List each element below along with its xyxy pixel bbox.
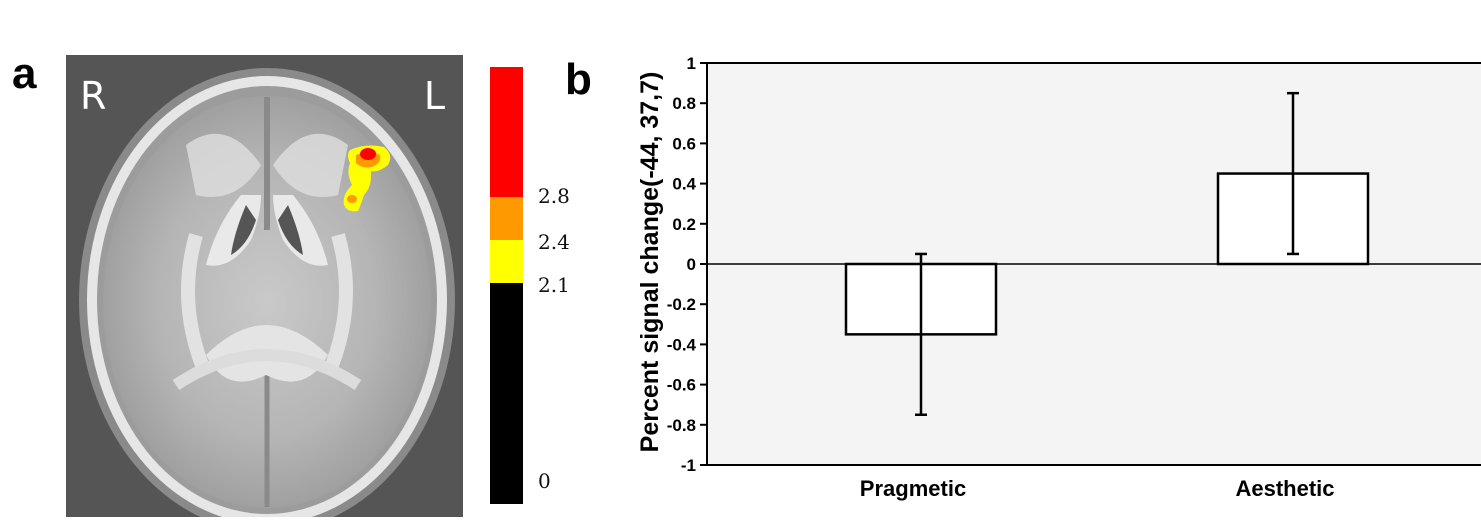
brain-slice-image: R L bbox=[66, 55, 463, 517]
y-axis-label: Percent signal change(-44, 37,7) bbox=[636, 72, 664, 453]
y-tick-label: 0.4 bbox=[672, 175, 696, 194]
panel-label-b: b bbox=[565, 55, 592, 104]
ventricle-right bbox=[231, 205, 256, 255]
y-tick-label: -1 bbox=[681, 456, 696, 475]
colorbar-tick-label: 0 bbox=[538, 469, 551, 493]
y-tick-label: -0.2 bbox=[667, 295, 696, 314]
y-tick-label: -0.4 bbox=[667, 335, 697, 354]
y-tick-label: 0.6 bbox=[672, 134, 696, 153]
category-label-aesthetic: Aesthetic bbox=[1235, 476, 1334, 501]
colorbar-tick-label: 2.1 bbox=[538, 273, 570, 297]
y-tick-label: 1 bbox=[687, 54, 696, 73]
ventricle-left bbox=[278, 205, 303, 255]
y-tick-label: -0.6 bbox=[667, 376, 696, 395]
colorbar-segment-black bbox=[490, 283, 523, 504]
activation-cluster bbox=[343, 145, 391, 212]
y-tick-label: 0.8 bbox=[672, 94, 696, 113]
orientation-label-left: L bbox=[423, 74, 445, 118]
y-tick-label: 0 bbox=[687, 255, 696, 274]
color-scale-bar bbox=[490, 67, 523, 504]
colorbar-tick-label: 2.8 bbox=[538, 184, 570, 208]
y-tick-label: 0.2 bbox=[672, 215, 696, 234]
category-label-pragmetic: Pragmetic bbox=[860, 476, 966, 501]
colorbar-segment-red bbox=[490, 67, 523, 197]
colorbar-segment-orange bbox=[490, 197, 523, 240]
bar-chart: 1 0.8 0.6 0.4 0.2 0 -0.2 -0.4 -0.6 -0.8 -1 Percent … bbox=[636, 54, 1481, 501]
colorbar-tick-label: 2.4 bbox=[538, 230, 570, 254]
panel-label-a: a bbox=[12, 49, 37, 98]
orientation-label-right: R bbox=[80, 74, 107, 118]
y-tick-label: -0.8 bbox=[667, 416, 696, 435]
colorbar-segment-yellow bbox=[490, 240, 523, 283]
brain-slice-drawing bbox=[66, 55, 463, 517]
